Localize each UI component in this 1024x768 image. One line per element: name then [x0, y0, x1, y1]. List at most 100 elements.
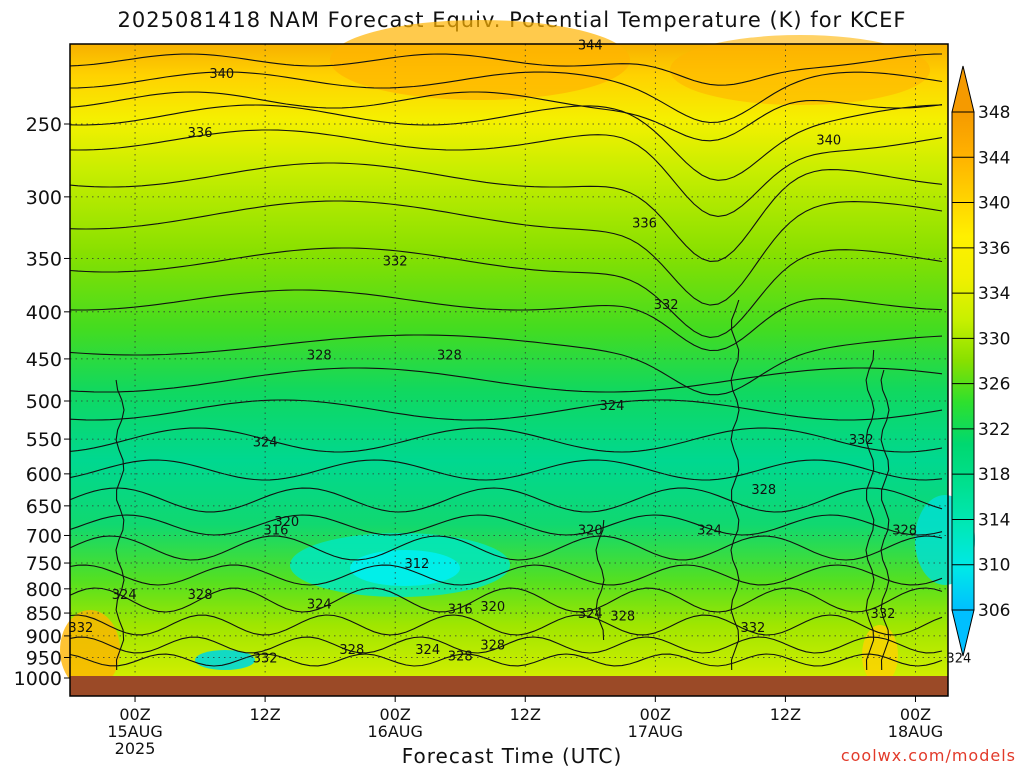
y-tick-label: 500	[26, 391, 62, 413]
colorbar-label: 310	[978, 556, 1010, 576]
x-tick-label: 16AUG	[367, 722, 422, 741]
colorbar-label: 344	[978, 148, 1010, 168]
contour-line	[69, 514, 943, 536]
contour-label: 332	[654, 298, 679, 313]
contour-label: 344	[578, 39, 603, 54]
colorbar-bottom-arrow	[951, 609, 975, 657]
colorbar-label: 306	[978, 601, 1010, 621]
colorbar-label: 330	[978, 329, 1010, 349]
x-tick-label: 17AUG	[628, 722, 683, 741]
contour-label: 328	[339, 643, 364, 658]
contour-line	[69, 367, 943, 393]
convective-plume	[865, 349, 875, 671]
x-tick-label: 00Z	[640, 705, 671, 724]
y-tick-label: 250	[26, 114, 62, 136]
contour-line	[69, 200, 943, 306]
x-tick-label: 12Z	[249, 705, 280, 724]
contour-label: 324	[578, 607, 603, 622]
plot-frame	[69, 43, 949, 697]
contour-label: 324	[600, 399, 625, 414]
contour-line	[69, 535, 943, 561]
contour-line	[69, 104, 943, 181]
y-tick-label: 800	[26, 579, 62, 601]
x-tick-label: 00Z	[380, 705, 411, 724]
contour-label: 332	[849, 433, 874, 448]
x-tick-label: 12Z	[770, 705, 801, 724]
contour-line	[69, 636, 943, 654]
x-tick-label: 12Z	[510, 705, 541, 724]
y-tick-label: 400	[26, 302, 62, 324]
contour-labels: 344 340 340 336 336 332 332 328 328 324 324 332 328 3…	[68, 39, 971, 667]
contour-label: 316	[448, 602, 473, 617]
contour-line	[69, 247, 943, 338]
contour-line	[69, 53, 943, 86]
y-tick-label: 350	[26, 248, 62, 270]
contour-label: 324	[307, 598, 332, 613]
x-tick-label: 15AUG	[107, 722, 162, 741]
contour-line	[69, 653, 943, 667]
contour-line	[69, 427, 943, 453]
contour-label: 340	[816, 134, 841, 149]
colorbar-label: 322	[978, 420, 1010, 440]
contour-label: 324	[253, 435, 278, 450]
contour-line	[69, 459, 943, 481]
low-theta-surface	[195, 650, 255, 670]
x-tick-label: 18AUG	[888, 722, 943, 741]
site-credit: coolwx.com/models	[840, 746, 1016, 765]
contour-label: 320	[274, 515, 299, 530]
contour-line	[69, 162, 943, 262]
y-tick-label: 450	[26, 349, 62, 371]
contour-label: 328	[307, 348, 332, 363]
colorbar: 348 344 340 336 334 330 326 322 318 314 310 306	[951, 65, 1010, 657]
x-axis-title: Forecast Time (UTC)	[401, 744, 623, 768]
contour-label: 320	[578, 524, 603, 539]
contour-label: 324	[112, 588, 137, 603]
contour-label: 340	[209, 67, 234, 82]
contour-line	[69, 614, 943, 636]
colorbar-label: 340	[978, 194, 1010, 214]
contour-label: 328	[751, 483, 776, 498]
y-tick-label: 900	[26, 626, 62, 648]
y-tick-label: 600	[26, 464, 62, 486]
contour-label: 328	[480, 639, 505, 654]
colorbar-label: 336	[978, 239, 1010, 259]
colorbar-top-arrow	[951, 65, 975, 113]
y-tick-label: 700	[26, 525, 62, 547]
contour-label: 336	[188, 126, 213, 141]
contour-label: 332	[253, 652, 278, 667]
contour-label: 332	[383, 255, 408, 270]
warm-aloft	[330, 20, 630, 100]
colorbar-label: 326	[978, 375, 1010, 395]
contour-label: 320	[480, 600, 505, 615]
contour-label: 324	[946, 652, 971, 667]
convective-plume	[115, 379, 125, 671]
contour-line	[69, 91, 943, 142]
contour-line	[69, 289, 943, 352]
colorbar-label: 314	[978, 510, 1010, 530]
contour-label: 328	[610, 609, 635, 624]
contour-label: 328	[448, 649, 473, 664]
contour-line	[69, 129, 943, 217]
contour-line	[69, 399, 943, 421]
x-tick-label: 2025	[115, 739, 156, 758]
contour-label: 336	[632, 217, 657, 232]
contour-label: 324	[697, 524, 722, 539]
y-tick-label: 950	[26, 648, 62, 670]
grid	[70, 44, 948, 676]
contour-label: 312	[404, 557, 429, 572]
contour-line	[69, 334, 943, 396]
y-tick-label: 850	[26, 603, 62, 625]
contour-line	[69, 487, 943, 513]
terrain-ground	[70, 676, 948, 696]
colorbar-label: 334	[978, 284, 1010, 304]
x-tick-label: 00Z	[119, 705, 150, 724]
y-tick-label: 550	[26, 429, 62, 451]
contour-label: 332	[740, 621, 765, 636]
contour-label: 316	[264, 524, 289, 539]
x-tick-label: 00Z	[900, 705, 931, 724]
contour-label: 328	[892, 524, 917, 539]
warm-surface-left	[60, 610, 120, 690]
convective-plume	[730, 299, 740, 671]
contour-label: 332	[871, 607, 896, 622]
y-tick-label: 300	[26, 187, 62, 209]
